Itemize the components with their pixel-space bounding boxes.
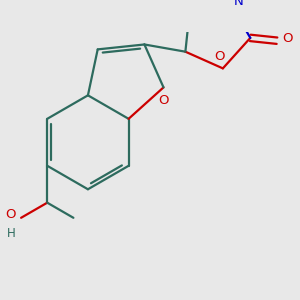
Text: O: O xyxy=(5,208,16,221)
Text: O: O xyxy=(214,50,225,63)
Text: O: O xyxy=(282,32,293,44)
Text: N: N xyxy=(234,0,244,8)
Text: O: O xyxy=(158,94,169,107)
Text: H: H xyxy=(7,227,16,240)
